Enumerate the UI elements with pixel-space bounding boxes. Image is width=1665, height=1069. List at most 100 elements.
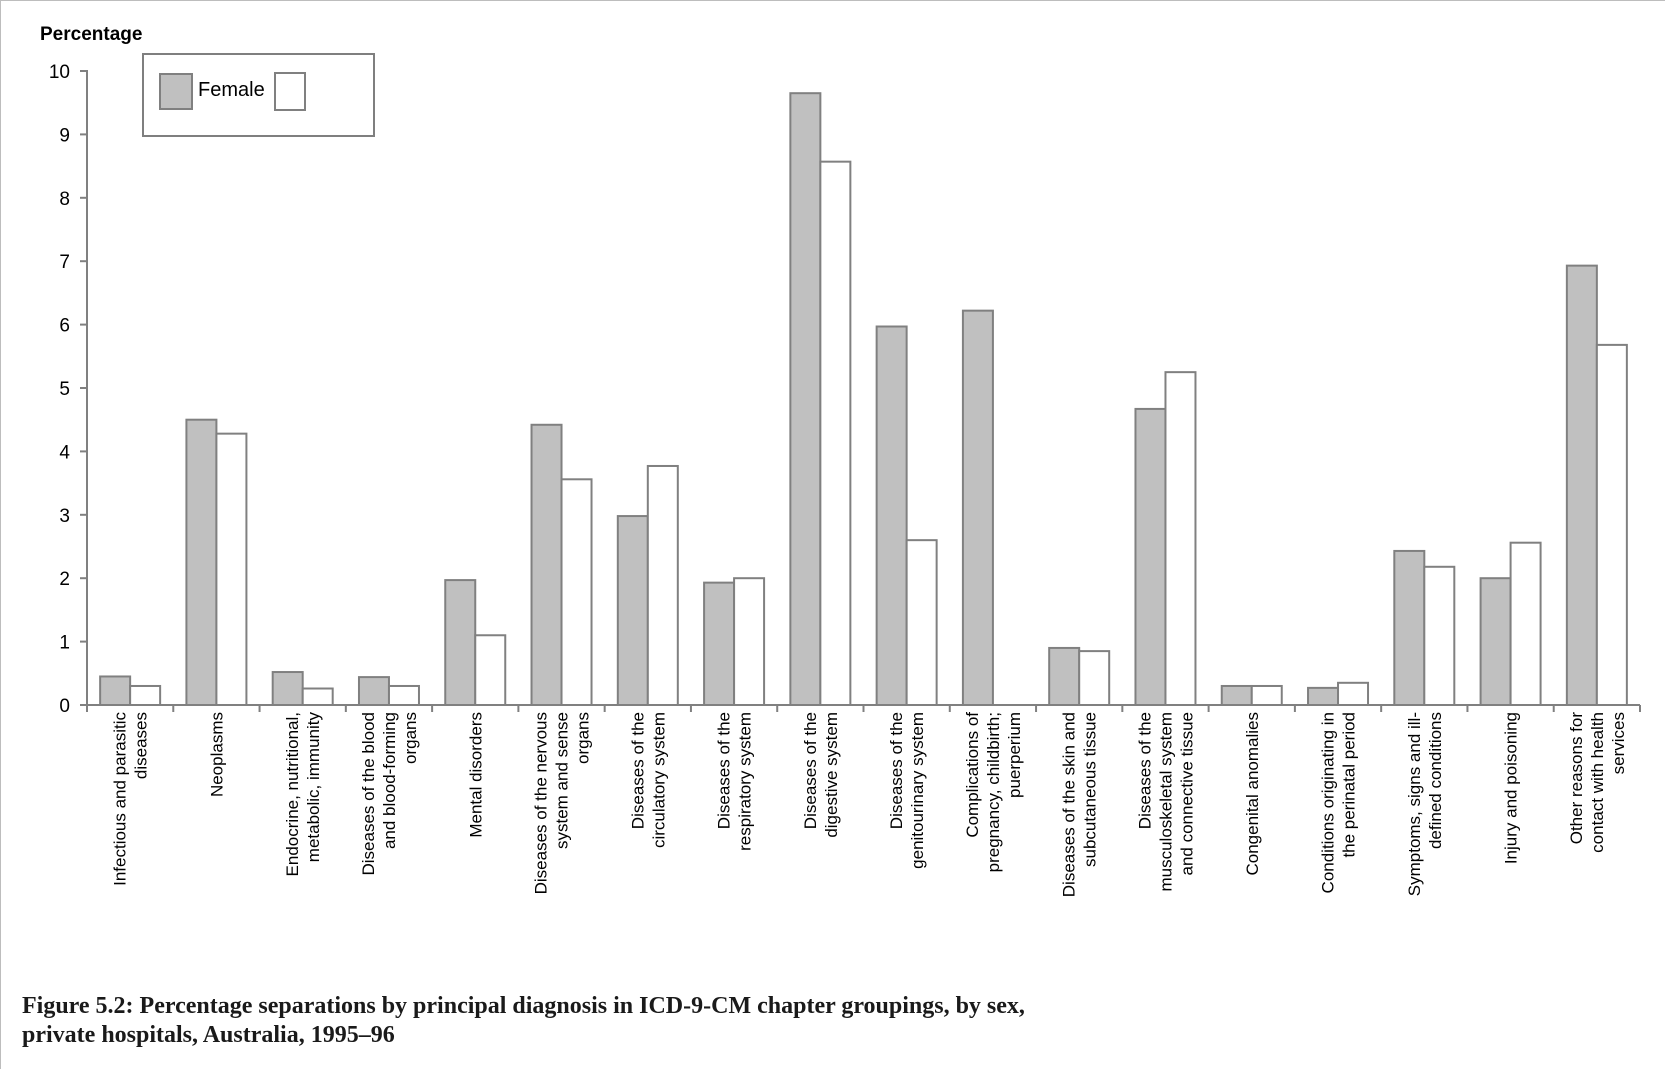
x-category-label-line: pregnancy, childbirth; <box>984 712 1003 872</box>
y-tick-label: 6 <box>59 316 70 337</box>
y-tick-label: 7 <box>59 252 70 273</box>
x-category-label: Other reasons for contact with health serv… <box>1567 712 1628 853</box>
x-category-label-line: contact with health <box>1588 712 1607 853</box>
bar-female-0 <box>99 675 132 706</box>
bar-female-7 <box>703 581 736 706</box>
bar-female-17 <box>1565 264 1598 706</box>
x-category-label: Diseases of the digestive system <box>801 712 841 838</box>
x-category-label: Injury and poisoning <box>1502 712 1521 864</box>
x-category-label-line: Mental disorders <box>466 712 485 838</box>
x-category-label-line: system and sense <box>553 712 572 849</box>
bar-female-5 <box>530 423 563 706</box>
bar-female-13 <box>1220 684 1253 706</box>
x-category-label-line: Diseases of the skin and <box>1060 712 1079 897</box>
bar-male-4 <box>474 634 507 707</box>
x-category-label-line: Infectious and parasitic <box>111 712 130 886</box>
y-tick-label: 10 <box>49 62 70 83</box>
bar-female-11 <box>1048 646 1081 707</box>
x-category-label: Diseases of the blood and blood-forming or… <box>359 712 420 876</box>
x-category-label: Diseases of the respiratory system <box>715 712 755 851</box>
x-category-label: Diseases of the musculoskeletal system and… <box>1135 712 1196 892</box>
bar-male-2 <box>301 687 334 706</box>
bar-male-12 <box>1164 371 1197 706</box>
y-tick-label: 0 <box>59 696 70 717</box>
x-category-label-line: Diseases of the blood <box>359 712 378 876</box>
x-category-label-line: Diseases of the <box>628 712 647 829</box>
x-category-label-line: organs <box>574 712 593 764</box>
x-category-label-line: Symptoms, signs and ill- <box>1405 712 1424 896</box>
bars <box>99 92 1628 707</box>
bar-male-6 <box>646 464 679 706</box>
x-category-label-line: Diseases of the nervous <box>532 712 551 894</box>
legend: Female <box>142 53 375 137</box>
bar-male-3 <box>387 684 420 706</box>
x-category-label-line: Diseases of the <box>1135 712 1154 829</box>
x-category-label-line: subcutaneous tissue <box>1081 712 1100 867</box>
x-category-label-line: Endocrine, nutritional, <box>283 712 302 876</box>
legend-swatch-female <box>159 73 193 110</box>
x-category-label-line: and blood-forming <box>380 712 399 849</box>
x-category-label: Diseases of the circulatory system <box>628 712 668 848</box>
figure-caption: Figure 5.2: Percentage separations by pr… <box>22 992 1422 1050</box>
bar-male-1 <box>215 432 248 706</box>
bar-male-8 <box>819 160 852 707</box>
y-tick-label: 9 <box>59 125 70 146</box>
bar-female-2 <box>271 671 304 706</box>
bar-female-3 <box>357 676 390 707</box>
x-category-label-line: circulatory system <box>649 712 668 848</box>
bar-male-9 <box>905 539 938 706</box>
bar-female-8 <box>789 92 822 706</box>
x-category-label-line: Congenital anomalies <box>1243 712 1262 876</box>
x-category-label: Neoplasms <box>207 712 226 797</box>
x-category-label-line: Diseases of the <box>715 712 734 829</box>
x-category-label-line: musculoskeletal system <box>1156 712 1175 892</box>
x-category-label-line: respiratory system <box>736 712 755 851</box>
x-category-label-line: Conditions originating in <box>1319 712 1338 893</box>
x-category-label-line: Neoplasms <box>207 712 226 797</box>
x-category-label-line: Diseases of the <box>801 712 820 829</box>
y-tick-label: 4 <box>59 442 70 463</box>
x-category-label-line: defined conditions <box>1426 712 1445 849</box>
axes <box>86 70 1641 712</box>
x-category-label: Diseases of the genitourinary system <box>887 712 927 869</box>
x-category-label: Complications of pregnancy, childbirth; pu… <box>963 712 1024 873</box>
y-axis-ticks: 0 1 2 3 4 5 6 7 8 9 10 <box>49 62 87 717</box>
legend-label-female: Female <box>198 79 265 101</box>
x-category-label-line: organs <box>401 712 420 764</box>
x-category-label: Conditions originating in the perinatal p… <box>1319 712 1359 893</box>
bar-male-14 <box>1337 681 1370 706</box>
bar-female-4 <box>444 579 477 706</box>
x-category-label: Symptoms, signs and ill-defined conditio… <box>1405 712 1445 896</box>
x-category-label-line: digestive system <box>822 712 841 838</box>
bar-male-11 <box>1078 650 1111 706</box>
x-category-label-line: genitourinary system <box>908 712 927 869</box>
y-tick-label: 8 <box>59 189 70 210</box>
bar-male-17 <box>1595 343 1628 706</box>
x-category-label-line: diseases <box>132 712 151 779</box>
x-category-label: Endocrine, nutritional, metabolic, immuni… <box>283 712 323 877</box>
bar-male-5 <box>560 478 593 706</box>
bar-female-14 <box>1307 686 1340 707</box>
x-category-label-line: and connective tissue <box>1177 712 1196 876</box>
bar-female-15 <box>1393 549 1426 706</box>
bar-male-13 <box>1250 684 1283 706</box>
x-category-label-line: Diseases of the <box>887 712 906 829</box>
caption-line-1: Figure 5.2: Percentage separations by pr… <box>22 993 1025 1019</box>
x-category-label-line: Injury and poisoning <box>1502 712 1521 864</box>
x-category-label-line: services <box>1609 712 1628 774</box>
bar-male-7 <box>733 577 766 707</box>
bar-male-15 <box>1423 565 1456 707</box>
x-category-label: Congenital anomalies <box>1243 712 1262 876</box>
y-axis-label: Percentage <box>40 24 142 45</box>
x-category-label: Infectious and parasitic diseases <box>111 712 151 886</box>
caption-line-2: private hospitals, Australia, 1995–96 <box>22 1022 395 1048</box>
x-category-label: Mental disorders <box>466 712 485 838</box>
y-tick-label: 2 <box>59 569 70 590</box>
x-category-label: Diseases of the skin and subcutaneous tis… <box>1060 712 1100 897</box>
y-tick-label: 5 <box>59 379 70 400</box>
x-category-label-line: Complications of <box>963 712 982 838</box>
x-category-label-line: puerperium <box>1005 712 1024 798</box>
y-tick-label: 3 <box>59 506 70 527</box>
bar-female-1 <box>185 418 218 706</box>
